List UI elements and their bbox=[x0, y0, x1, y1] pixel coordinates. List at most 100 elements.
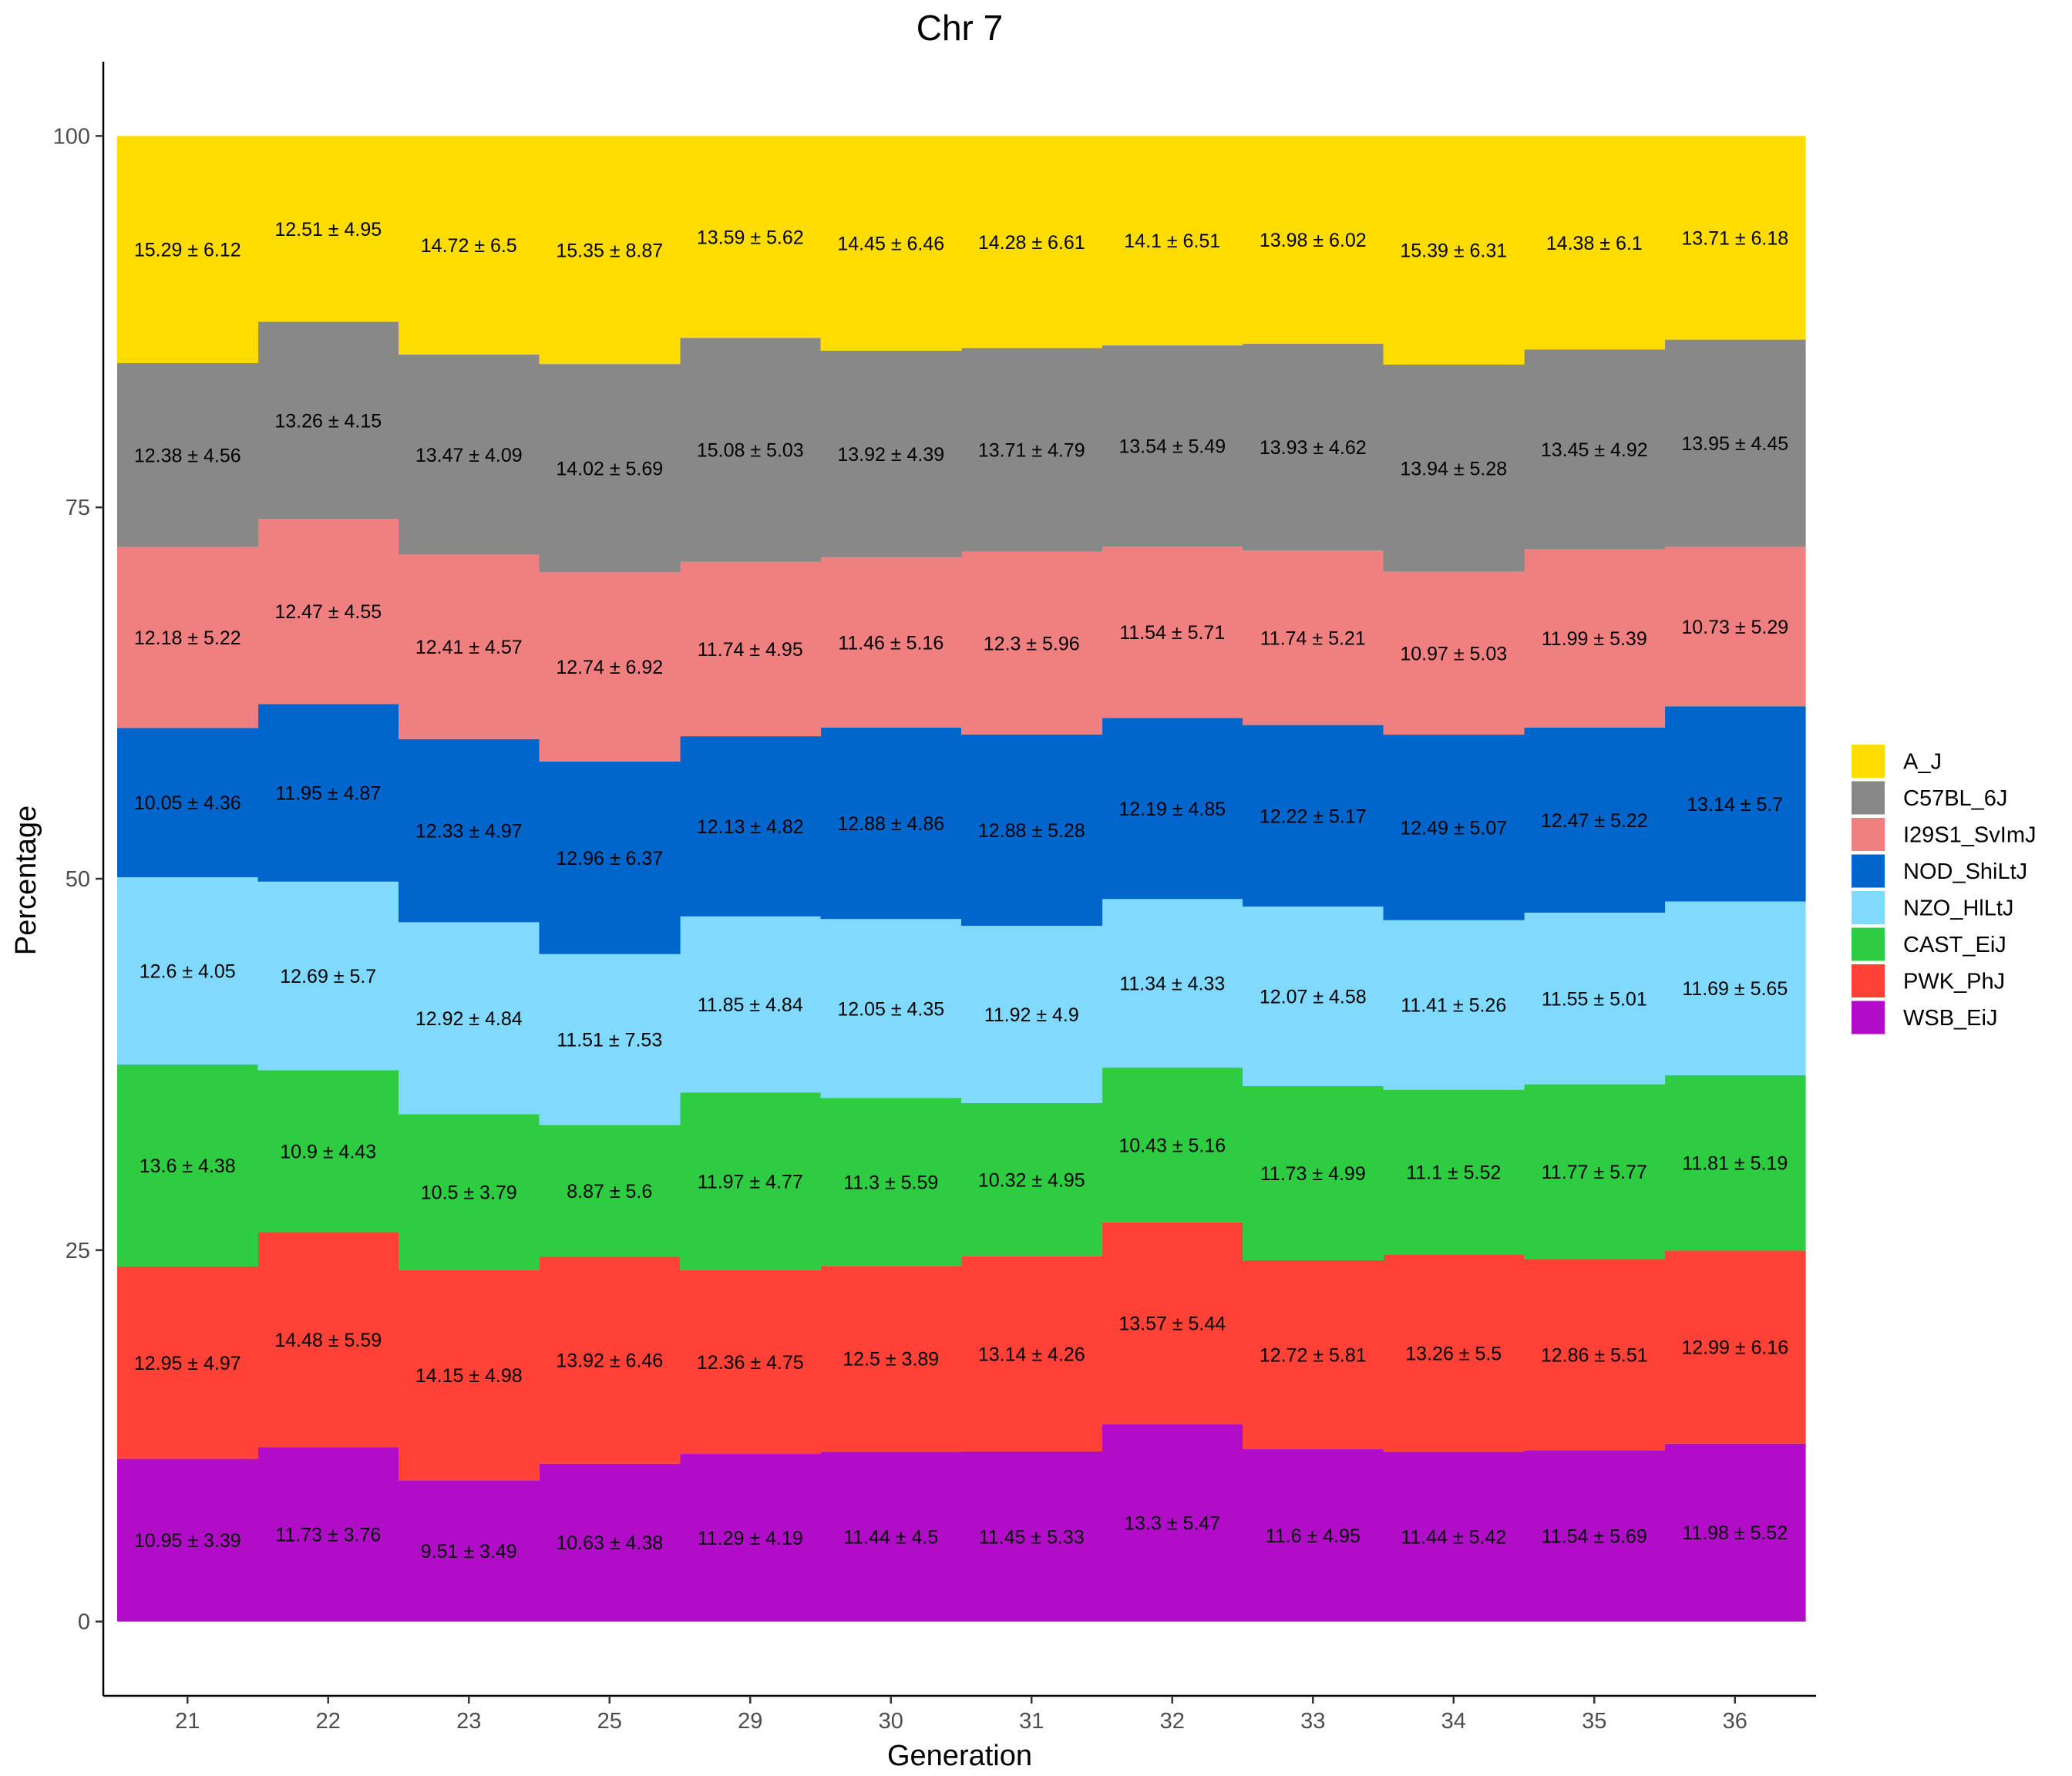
segment-label-i29s1-svimj-25: 12.74 ± 6.92 bbox=[556, 657, 663, 678]
area-segment-nzo-hlltj-36 bbox=[1664, 901, 1806, 1075]
area-segment-pwk-phj-23 bbox=[399, 1270, 540, 1481]
segment-label-c57bl-6j-29: 15.08 ± 5.03 bbox=[697, 440, 804, 462]
area-segment-wsb-eij-29 bbox=[680, 1454, 822, 1622]
y-tick-label-0: 0 bbox=[78, 1610, 90, 1635]
area-segment-c57bl-6j-31 bbox=[961, 348, 1103, 552]
area-segment-c57bl-6j-33 bbox=[1243, 343, 1384, 551]
area-segment-pwk-phj-30 bbox=[820, 1266, 962, 1452]
area-segment-wsb-eij-30 bbox=[820, 1451, 962, 1622]
segment-label-pwk-phj-25: 13.92 ± 6.46 bbox=[556, 1350, 663, 1372]
area-segment-nzo-hlltj-22 bbox=[257, 881, 399, 1071]
segment-label-pwk-phj-34: 13.26 ± 5.5 bbox=[1405, 1343, 1502, 1364]
area-segment-a-j-29 bbox=[680, 136, 822, 338]
y-tick-label-25: 25 bbox=[66, 1239, 90, 1263]
segment-label-cast-eij-21: 13.6 ± 4.38 bbox=[140, 1155, 236, 1177]
segment-label-c57bl-6j-25: 14.02 ± 5.69 bbox=[556, 458, 663, 479]
area-segment-cast-eij-23 bbox=[399, 1114, 540, 1270]
legend-item-wsb-eij: WSB_EiJ bbox=[1852, 1001, 1997, 1034]
legend-label-pwk-phj: PWK_PhJ bbox=[1903, 970, 2005, 994]
x-tick-label-34: 34 bbox=[1441, 1709, 1466, 1734]
area-segment-cast-eij-29 bbox=[680, 1092, 822, 1270]
segment-label-wsb-eij-32: 13.3 ± 5.47 bbox=[1124, 1512, 1220, 1534]
area-layer bbox=[117, 136, 1806, 1622]
area-segment-c57bl-6j-25 bbox=[539, 364, 681, 573]
segment-label-c57bl-6j-30: 13.92 ± 4.39 bbox=[837, 444, 944, 466]
area-segment-a-j-33 bbox=[1243, 136, 1384, 344]
segment-label-wsb-eij-21: 10.95 ± 3.39 bbox=[134, 1530, 241, 1552]
area-segment-i29s1-svimj-31 bbox=[961, 551, 1103, 735]
legend-item-c57bl-6j: C57BL_6J bbox=[1852, 781, 2007, 815]
segment-label-nod-shiltj-31: 12.88 ± 5.28 bbox=[978, 820, 1085, 842]
area-segment-i29s1-svimj-36 bbox=[1664, 547, 1806, 707]
area-segment-nod-shiltj-21 bbox=[117, 728, 259, 878]
segment-label-a-j-33: 13.98 ± 6.02 bbox=[1260, 230, 1367, 251]
legend-label-a-j: A_J bbox=[1903, 750, 1942, 775]
area-segment-c57bl-6j-30 bbox=[820, 350, 962, 558]
segment-label-c57bl-6j-33: 13.93 ± 4.62 bbox=[1260, 437, 1367, 459]
segment-label-pwk-phj-33: 12.72 ± 5.81 bbox=[1260, 1344, 1367, 1366]
segment-label-pwk-phj-31: 13.14 ± 4.26 bbox=[978, 1344, 1085, 1365]
segment-label-nzo-hlltj-32: 11.34 ± 4.33 bbox=[1119, 974, 1225, 995]
area-segment-i29s1-svimj-25 bbox=[539, 572, 681, 762]
area-segment-i29s1-svimj-22 bbox=[257, 519, 399, 705]
segment-label-cast-eij-32: 10.43 ± 5.16 bbox=[1118, 1135, 1226, 1156]
area-segment-a-j-30 bbox=[820, 136, 962, 351]
legend-label-i29s1-svimj: I29S1_SvImJ bbox=[1903, 823, 2036, 848]
segment-label-wsb-eij-29: 11.29 ± 4.19 bbox=[698, 1528, 803, 1549]
segment-label-a-j-32: 14.1 ± 6.51 bbox=[1124, 230, 1220, 252]
area-segment-wsb-eij-33 bbox=[1243, 1449, 1384, 1622]
area-segment-cast-eij-35 bbox=[1524, 1084, 1666, 1260]
area-segment-wsb-eij-25 bbox=[539, 1463, 681, 1622]
segment-label-wsb-eij-34: 11.44 ± 5.42 bbox=[1401, 1526, 1506, 1548]
segment-label-nzo-hlltj-25: 11.51 ± 7.53 bbox=[557, 1030, 662, 1051]
area-segment-pwk-phj-21 bbox=[117, 1266, 259, 1459]
x-tick-label-25: 25 bbox=[597, 1709, 622, 1734]
area-segment-nzo-hlltj-25 bbox=[539, 954, 681, 1125]
legend-swatch-i29s1-svimj bbox=[1852, 818, 1885, 851]
x-tick-label-22: 22 bbox=[316, 1709, 341, 1734]
segment-label-cast-eij-29: 11.97 ± 4.77 bbox=[698, 1172, 803, 1193]
area-segment-pwk-phj-22 bbox=[257, 1232, 399, 1448]
legend-item-a-j: A_J bbox=[1852, 745, 1942, 778]
x-tick-label-36: 36 bbox=[1723, 1709, 1747, 1734]
segment-label-i29s1-svimj-23: 12.41 ± 4.57 bbox=[415, 637, 523, 658]
segment-label-cast-eij-31: 10.32 ± 4.95 bbox=[978, 1169, 1085, 1191]
segment-label-nzo-hlltj-33: 12.07 ± 4.58 bbox=[1260, 986, 1367, 1007]
segment-label-wsb-eij-36: 11.98 ± 5.52 bbox=[1682, 1522, 1788, 1544]
area-segment-pwk-phj-35 bbox=[1524, 1259, 1666, 1451]
segment-label-nzo-hlltj-22: 12.69 ± 5.7 bbox=[280, 966, 376, 987]
area-segment-nzo-hlltj-29 bbox=[680, 916, 822, 1093]
area-segment-c57bl-6j-32 bbox=[1102, 345, 1243, 547]
segment-label-pwk-phj-32: 13.57 ± 5.44 bbox=[1118, 1314, 1226, 1335]
segment-label-wsb-eij-22: 11.73 ± 3.76 bbox=[275, 1525, 381, 1546]
area-segment-c57bl-6j-21 bbox=[117, 363, 259, 547]
y-tick-label-75: 75 bbox=[66, 496, 90, 520]
area-segment-i29s1-svimj-33 bbox=[1243, 550, 1384, 725]
area-segment-nod-shiltj-30 bbox=[820, 727, 962, 920]
axes-layer: 0 25 50 75 100 21 22 23 25 29 30 31 32 33 34 35 36 bbox=[53, 62, 1816, 1734]
area-segment-cast-eij-22 bbox=[257, 1070, 399, 1233]
x-tick-label-21: 21 bbox=[175, 1709, 200, 1734]
legend-swatch-a-j bbox=[1852, 745, 1885, 778]
segment-label-c57bl-6j-21: 12.38 ± 4.56 bbox=[134, 445, 241, 466]
segment-label-cast-eij-25: 8.87 ± 5.6 bbox=[567, 1181, 652, 1202]
area-segment-nzo-hlltj-33 bbox=[1243, 906, 1384, 1086]
segment-label-i29s1-svimj-29: 11.74 ± 4.95 bbox=[698, 639, 803, 661]
segment-label-a-j-22: 12.51 ± 4.95 bbox=[274, 219, 382, 240]
segment-label-a-j-35: 14.38 ± 6.1 bbox=[1546, 233, 1643, 254]
segment-label-wsb-eij-23: 9.51 ± 3.49 bbox=[421, 1541, 517, 1562]
segment-label-nod-shiltj-35: 12.47 ± 5.22 bbox=[1541, 810, 1648, 832]
y-axis-title: Percentage bbox=[10, 806, 42, 955]
area-segment-nod-shiltj-31 bbox=[961, 734, 1103, 927]
legend-label-wsb-eij: WSB_EiJ bbox=[1903, 1006, 1997, 1031]
segment-label-a-j-21: 15.29 ± 6.12 bbox=[134, 240, 241, 261]
segment-label-nod-shiltj-29: 12.13 ± 4.82 bbox=[697, 816, 804, 838]
segment-label-i29s1-svimj-34: 10.97 ± 5.03 bbox=[1400, 643, 1507, 664]
area-segment-a-j-36 bbox=[1664, 136, 1806, 340]
area-segment-a-j-23 bbox=[399, 136, 540, 355]
segment-label-nzo-hlltj-35: 11.55 ± 5.01 bbox=[1542, 988, 1647, 1010]
segment-label-wsb-eij-31: 11.45 ± 5.33 bbox=[979, 1526, 1085, 1548]
segment-label-nod-shiltj-21: 10.05 ± 4.36 bbox=[134, 792, 241, 814]
legend-swatch-nod-shiltj bbox=[1852, 854, 1885, 888]
area-segment-i29s1-svimj-32 bbox=[1102, 547, 1243, 718]
